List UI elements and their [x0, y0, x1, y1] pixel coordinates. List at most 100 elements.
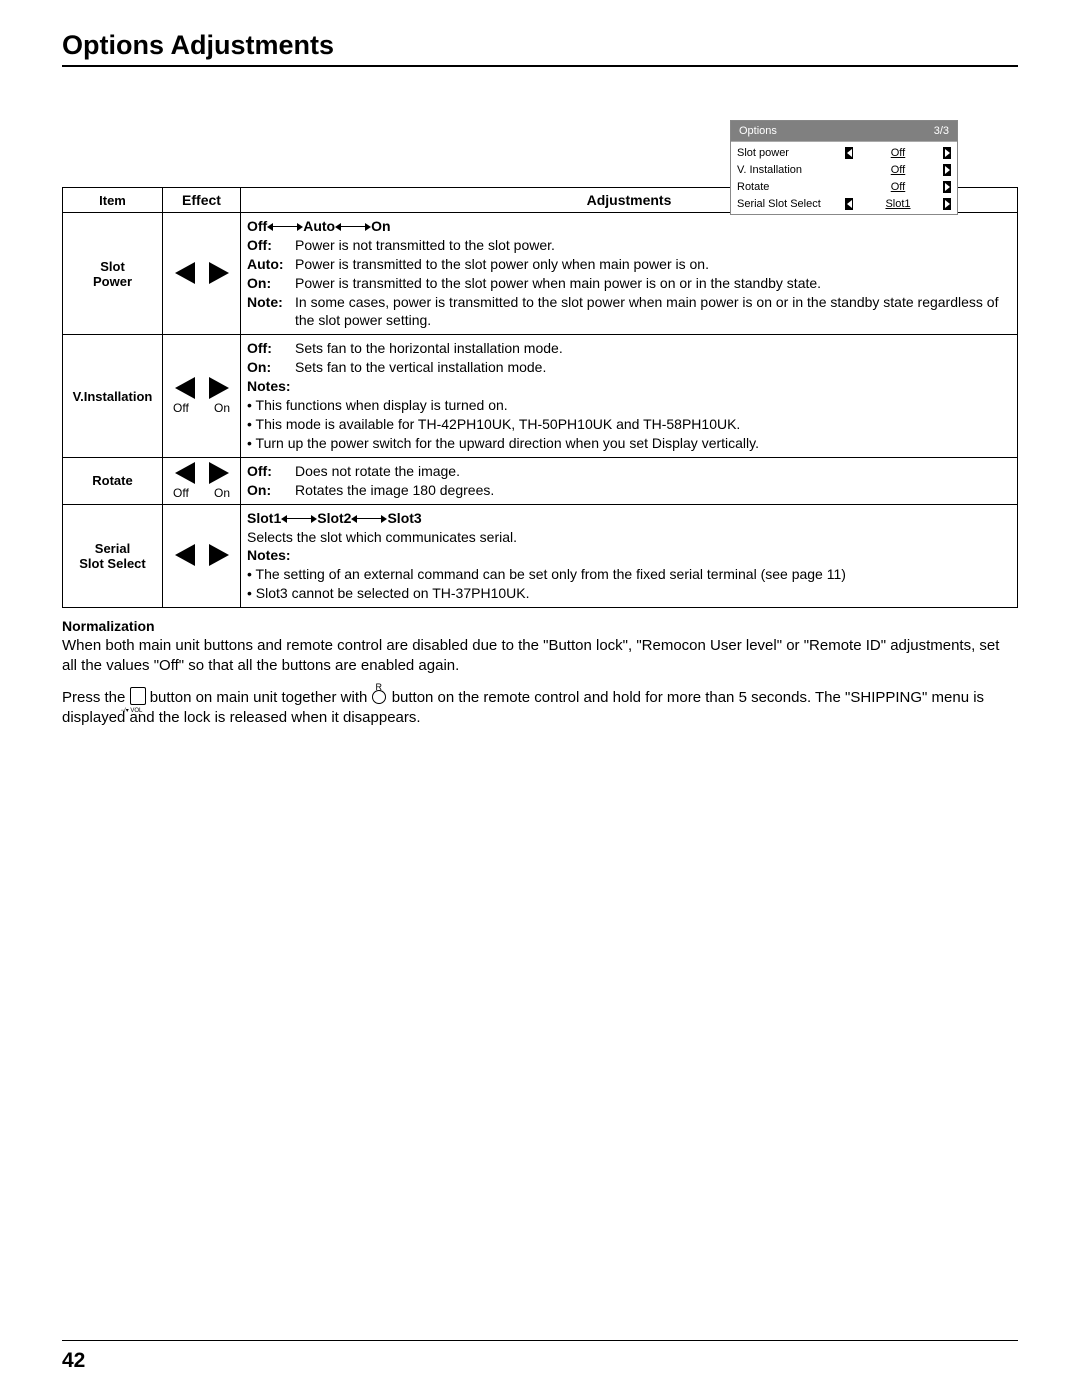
adjustments-cell: Slot1Slot2Slot3Selects the slot which co… — [241, 504, 1018, 607]
osd-row-label: Slot power — [737, 147, 845, 159]
adjustments-table: Item Effect Adjustments SlotPowerOffAuto… — [62, 187, 1018, 608]
osd-row: V. Installation Off — [731, 161, 957, 178]
osd-row-control: Off — [845, 164, 951, 176]
osd-row-control: Off — [845, 147, 951, 159]
effect-right-label: On — [214, 486, 230, 500]
osd-row-value: Off — [856, 147, 940, 159]
seq-description: Selects the slot which communicates seri… — [247, 528, 1011, 547]
osd-header: Options 3/3 — [731, 121, 957, 142]
definition-key: Off: — [247, 462, 295, 481]
adjustments-cell: Off:Does not rotate the image.On:Rotates… — [241, 457, 1018, 504]
osd-row: Serial Slot Select Slot1 — [731, 195, 957, 212]
remote-r-button-icon: R — [372, 690, 388, 706]
th-item: Item — [63, 188, 163, 213]
note-item: Slot3 cannot be selected on TH-37PH10UK. — [247, 584, 1011, 603]
osd-row-label: Serial Slot Select — [737, 198, 845, 210]
notes-label: Notes: — [247, 377, 1011, 396]
osd-right-arrow-icon — [943, 147, 951, 159]
definition-key: Off: — [247, 236, 295, 255]
definition-value: Sets fan to the horizontal installation … — [295, 339, 1011, 358]
definition-value: In some cases, power is transmitted to t… — [295, 293, 1011, 331]
p2-a: Press the — [62, 689, 130, 706]
osd-header-page: 3/3 — [934, 125, 949, 137]
page-number: 42 — [62, 1349, 85, 1373]
remote-r-label: R — [376, 681, 383, 693]
osd-left-arrow-icon — [845, 147, 853, 159]
footer-rule — [62, 1340, 1018, 1341]
left-arrow-icon — [175, 544, 195, 566]
osd-row-label: V. Installation — [737, 164, 845, 176]
osd-row-value: Off — [856, 164, 940, 176]
notes-list: The setting of an external command can b… — [247, 565, 1011, 603]
notes-label: Notes: — [247, 546, 1011, 565]
effect-right-label: On — [214, 401, 230, 415]
osd-right-arrow-icon — [943, 164, 951, 176]
item-cell: SlotPower — [63, 213, 163, 335]
table-row: V.Installation Off On Off:Sets fan to the h… — [63, 335, 1018, 457]
definition-value: Power is transmitted to the slot power w… — [295, 274, 1011, 293]
item-cell: V.Installation — [63, 335, 163, 457]
left-arrow-icon — [175, 462, 195, 484]
note-item: Turn up the power switch for the upward … — [247, 434, 1011, 453]
right-arrow-icon — [209, 262, 229, 284]
definition-value: Power is transmitted to the slot power o… — [295, 255, 1011, 274]
osd-left-arrow-icon — [845, 181, 853, 193]
definition-row: On:Power is transmitted to the slot powe… — [247, 274, 1011, 293]
note-item: This mode is available for TH-42PH10UK, … — [247, 415, 1011, 434]
th-effect: Effect — [163, 188, 241, 213]
right-arrow-icon — [209, 462, 229, 484]
effect-cell: Off On — [163, 335, 241, 457]
definition-row: Off:Power is not transmitted to the slot… — [247, 236, 1011, 255]
title-rule — [62, 65, 1018, 67]
osd-left-arrow-icon — [845, 164, 853, 176]
notes-list: This functions when display is turned on… — [247, 396, 1011, 453]
right-arrow-icon — [209, 544, 229, 566]
osd-left-arrow-icon — [845, 198, 853, 210]
item-cell: SerialSlot Select — [63, 504, 163, 607]
osd-panel: Options 3/3 Slot powerOffV. Installation… — [730, 120, 958, 215]
osd-header-title: Options — [739, 125, 777, 137]
osd-row: Slot power Off — [731, 144, 957, 161]
osd-row-label: Rotate — [737, 181, 845, 193]
effect-left-label: Off — [173, 486, 189, 500]
definition-key: Auto: — [247, 255, 295, 274]
osd-right-arrow-icon — [943, 181, 951, 193]
p2-b: button on main unit together with — [150, 689, 372, 706]
definition-row: Off:Does not rotate the image. — [247, 462, 1011, 481]
definition-value: Power is not transmitted to the slot pow… — [295, 236, 1011, 255]
note-item: The setting of an external command can b… — [247, 565, 1011, 584]
osd-row-control: Slot1 — [845, 198, 951, 210]
effect-cell — [163, 213, 241, 335]
osd-row-control: Off — [845, 181, 951, 193]
table-row: SlotPower OffAutoOnOff:Power is not trans… — [63, 213, 1018, 335]
right-arrow-icon — [209, 377, 229, 399]
definition-value: Rotates the image 180 degrees. — [295, 481, 1011, 500]
table-row: SerialSlot Select Slot1Slot2Slot3Selects … — [63, 504, 1018, 607]
definition-key: On: — [247, 358, 295, 377]
value-sequence: OffAutoOn — [247, 217, 1011, 236]
definition-row: On:Sets fan to the vertical installation… — [247, 358, 1011, 377]
definition-row: Auto:Power is transmitted to the slot po… — [247, 255, 1011, 274]
normalization-p2: Press the button on main unit together w… — [62, 687, 1018, 729]
definition-value: Sets fan to the vertical installation mo… — [295, 358, 1011, 377]
left-arrow-icon — [175, 377, 195, 399]
normalization-p1: When both main unit buttons and remote c… — [62, 636, 1018, 677]
definition-row: Off:Sets fan to the horizontal installat… — [247, 339, 1011, 358]
definition-key: Note: — [247, 293, 295, 331]
table-row: RotateOffOnOff:Does not rotate the image… — [63, 457, 1018, 504]
normalization-heading: Normalization — [62, 618, 1018, 634]
page-title: Options Adjustments — [62, 30, 1018, 61]
osd-row: Rotate Off — [731, 178, 957, 195]
effect-left-label: Off — [173, 401, 189, 415]
note-item: This functions when display is turned on… — [247, 396, 1011, 415]
effect-cell: Off On — [163, 457, 241, 504]
definition-key: On: — [247, 481, 295, 500]
definition-row: Note:In some cases, power is transmitted… — [247, 293, 1011, 331]
value-sequence: Slot1Slot2Slot3 — [247, 509, 1011, 528]
definition-key: Off: — [247, 339, 295, 358]
osd-row-value: Slot1 — [856, 198, 940, 210]
definition-value: Does not rotate the image. — [295, 462, 1011, 481]
adjustments-cell: OffAutoOnOff:Power is not transmitted to… — [241, 213, 1018, 335]
osd-row-value: Off — [856, 181, 940, 193]
osd-right-arrow-icon — [943, 198, 951, 210]
